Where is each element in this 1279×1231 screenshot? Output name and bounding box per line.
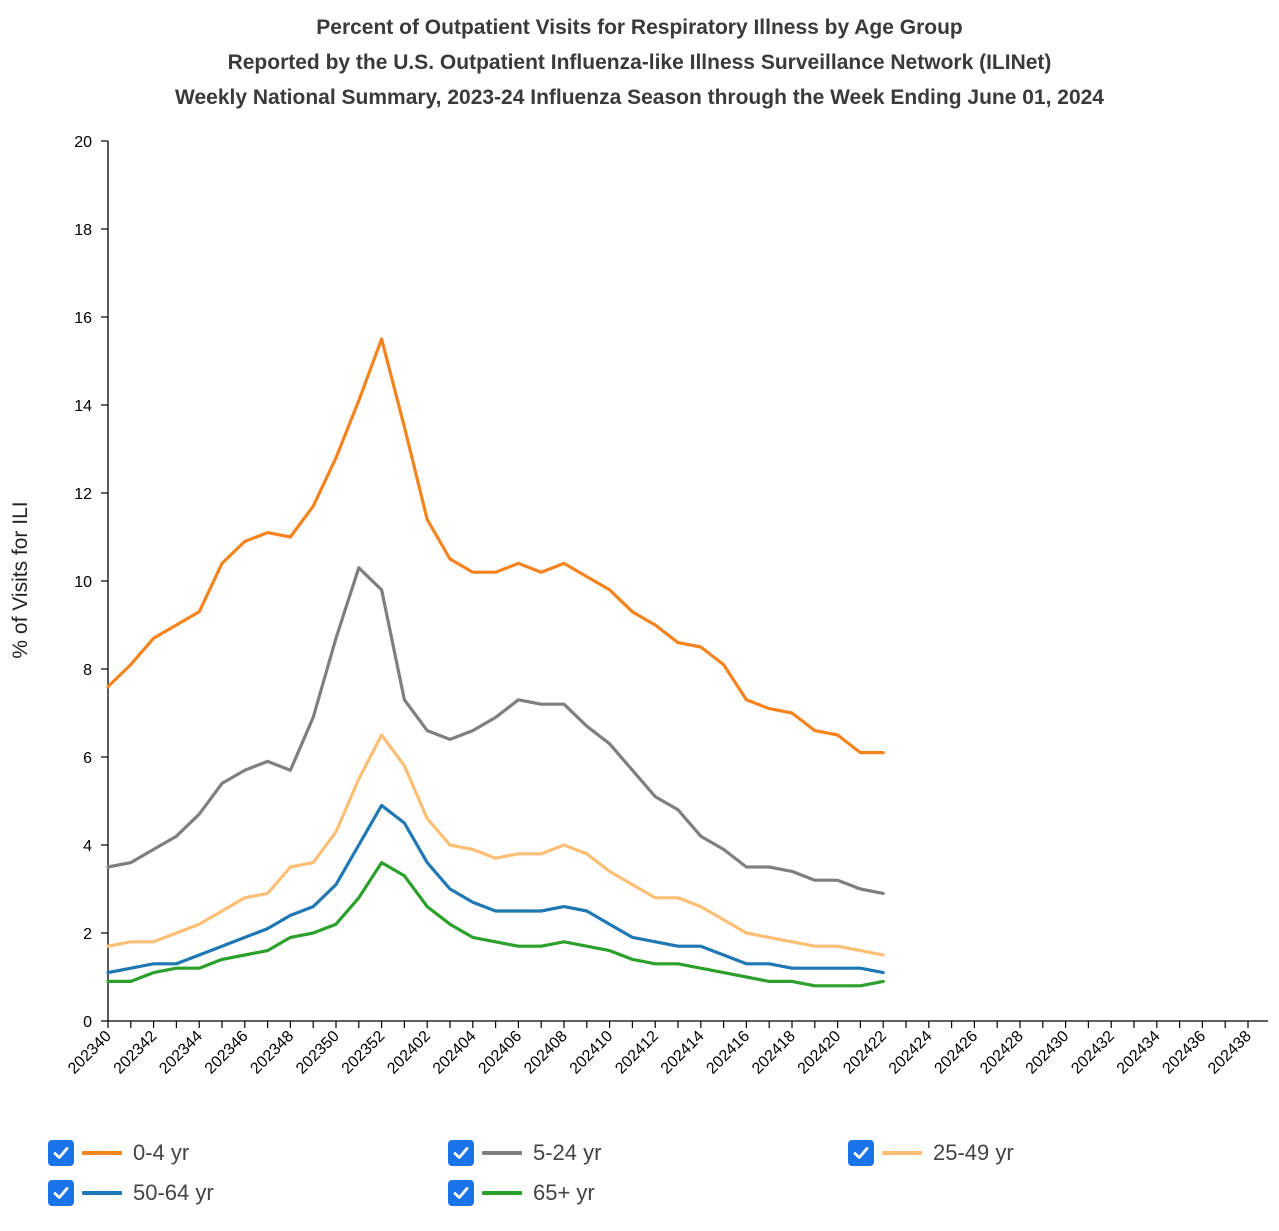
series-line-65-yr[interactable]: [106, 860, 885, 988]
x-tick-label: 202432: [1068, 1028, 1118, 1078]
checkbox-65-plus-yr[interactable]: [448, 1180, 474, 1206]
check-icon: [53, 1187, 69, 1199]
x-axis: 2023402023422023442023462023482023502023…: [65, 1020, 1268, 1078]
x-tick-label: 202410: [567, 1028, 617, 1078]
x-tick-label: 202438: [1205, 1028, 1255, 1078]
legend-label: 5-24 yr: [533, 1140, 602, 1165]
x-tick-label: 202428: [977, 1028, 1027, 1078]
legend-item-25-49-yr[interactable]: 25-49 yr: [848, 1138, 1014, 1168]
legend-item-50-64-yr[interactable]: 50-64 yr: [48, 1178, 214, 1208]
legend-swatch: [482, 1151, 522, 1155]
x-tick-label: 202420: [795, 1028, 845, 1078]
x-tick-label: 202346: [202, 1028, 252, 1078]
chart-title: Percent of Outpatient Visits for Respira…: [316, 16, 963, 39]
checkbox-25-49-yr[interactable]: [848, 1140, 874, 1166]
y-tick-label: 20: [74, 134, 92, 151]
y-tick-label: 12: [74, 486, 92, 503]
legend-label: 65+ yr: [533, 1180, 595, 1205]
y-tick-label: 16: [74, 310, 92, 327]
x-tick-label: 202340: [65, 1028, 115, 1078]
x-tick-label: 202344: [156, 1028, 206, 1078]
x-tick-label: 202426: [931, 1028, 981, 1078]
y-axis: 0 2 4 6 8 10 12 14 16 18 20: [74, 134, 109, 1031]
x-tick-label: 202406: [475, 1028, 525, 1078]
y-tick-label: 0: [83, 1014, 92, 1031]
series-line-25-49-yr[interactable]: [106, 733, 885, 957]
check-icon: [53, 1147, 69, 1159]
legend-item-0-4-yr[interactable]: 0-4 yr: [48, 1138, 189, 1168]
series-layer: [106, 337, 885, 988]
y-tick-label: 8: [83, 662, 92, 679]
x-tick-label: 202348: [247, 1028, 297, 1078]
chart-subtitle-secondary: Weekly National Summary, 2023-24 Influen…: [175, 86, 1104, 109]
check-icon: [453, 1187, 469, 1199]
chart-subtitle: Reported by the U.S. Outpatient Influenz…: [227, 51, 1052, 74]
x-tick-label: 202430: [1023, 1028, 1073, 1078]
legend-label: 50-64 yr: [133, 1180, 214, 1205]
y-axis-title: % of Visits for ILI: [9, 501, 32, 658]
x-tick-label: 202422: [840, 1028, 890, 1078]
legend-label: 0-4 yr: [133, 1140, 190, 1165]
legend-swatch: [82, 1191, 122, 1195]
y-tick-label: 2: [83, 926, 92, 943]
x-tick-label: 202350: [293, 1028, 343, 1078]
y-tick-label: 18: [74, 222, 92, 239]
x-tick-label: 202414: [658, 1028, 708, 1078]
legend-item-5-24-yr[interactable]: 5-24 yr: [448, 1138, 601, 1168]
x-tick-label: 202416: [703, 1028, 753, 1078]
x-tick-label: 202402: [384, 1028, 434, 1078]
legend-swatch: [882, 1151, 922, 1155]
series-line-50-64-yr[interactable]: [106, 803, 885, 975]
legend-swatch: [82, 1151, 122, 1155]
x-tick-label: 202408: [521, 1028, 571, 1078]
series-line-5-24-yr[interactable]: [106, 566, 885, 896]
checkbox-5-24-yr[interactable]: [448, 1140, 474, 1166]
y-tick-label: 10: [74, 574, 92, 591]
x-tick-label: 202434: [1114, 1028, 1164, 1078]
y-tick-label: 4: [83, 838, 92, 855]
chart-title-block: Percent of Outpatient Visits for Respira…: [0, 10, 1279, 115]
y-tick-label: 14: [74, 398, 92, 415]
check-icon: [453, 1147, 469, 1159]
x-tick-label: 202436: [1159, 1028, 1209, 1078]
check-icon: [853, 1147, 869, 1159]
legend-label: 25-49 yr: [933, 1140, 1014, 1165]
checkbox-0-4-yr[interactable]: [48, 1140, 74, 1166]
legend-item-65-plus-yr[interactable]: 65+ yr: [448, 1178, 595, 1208]
x-tick-label: 202352: [339, 1028, 389, 1078]
x-tick-label: 202412: [612, 1028, 662, 1078]
y-tick-label: 6: [83, 750, 92, 767]
x-tick-label: 202404: [430, 1028, 480, 1078]
x-tick-label: 202418: [749, 1028, 799, 1078]
checkbox-50-64-yr[interactable]: [48, 1180, 74, 1206]
legend-swatch: [482, 1191, 522, 1195]
x-tick-label: 202342: [111, 1028, 161, 1078]
series-line-0-4-yr[interactable]: [106, 337, 885, 755]
x-tick-label: 202424: [886, 1028, 936, 1078]
